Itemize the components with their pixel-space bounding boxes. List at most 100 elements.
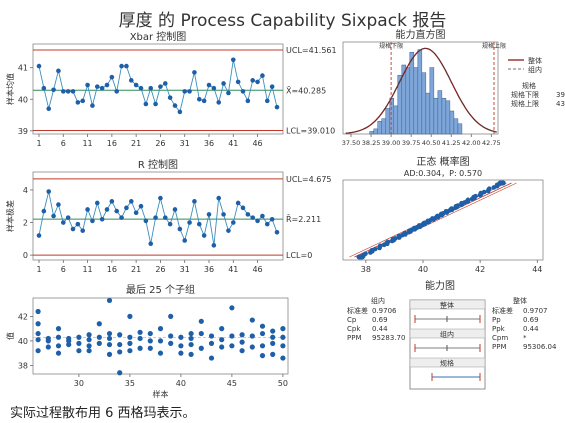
rchart-point [75,221,81,227]
rchart-xtick-label: 21 [131,265,141,274]
lastsub-point [280,355,286,361]
prob-title: 正态 概率图 [416,155,469,168]
caplot-overall-value: 0.9707 [523,307,548,315]
caplot-overall-value: * [523,334,527,342]
xbar-point [133,82,139,88]
xbar-point [75,100,81,105]
rchart-point [182,238,188,243]
hist-bar [453,118,459,135]
hist-bar [437,90,443,135]
lastsub-point [137,345,143,351]
caplot-within-value: 0.44 [372,325,388,333]
xbar-xtick-label: 26 [155,139,165,148]
prob-point [465,197,471,203]
xbar-point [143,101,149,107]
xbar-xtick-label: 16 [107,139,117,148]
xbar-point [187,89,192,94]
lastsub-point [147,338,153,344]
lastsub-frame [32,297,289,375]
lastsub-point [280,334,286,340]
xbar-point [90,103,95,108]
xbar-xtick-label: 11 [82,139,92,148]
xbar-point [211,85,217,91]
lastsub-point [66,341,72,348]
rchart-xtick-label: 1 [36,265,41,274]
lastsub-xtick-label: 30 [74,379,84,388]
lastsub-point [35,308,41,315]
report-title: 厚度 的 Process Capability Sixpack 报告 [118,11,447,31]
caplot-row-header [409,357,486,368]
lastsub-point [55,350,62,356]
lastsub-title: 最后 25 个子组 [126,283,195,296]
xbar-point [46,106,52,112]
lastsub-point [96,321,102,327]
xbar-point [230,57,236,63]
hist-bar [369,131,374,135]
rchart-point [245,212,251,217]
legend-lsl-value: 39 [556,91,565,99]
xbar-ylabel: 样本均值 [5,73,15,105]
lastsub-point [229,343,235,349]
lastsub-ytick-label: 42 [18,312,28,321]
hist-bar [409,51,415,135]
prob-xtick-label: 44 [532,265,542,274]
rchart-title: R 控制图 [138,158,178,171]
xbar-point [51,87,56,93]
prob-point [473,193,478,199]
rchart-point [51,213,56,219]
hist-bar [421,72,427,135]
prob-point [416,223,422,228]
lastsub-point [168,340,174,346]
caplot-overall-label: Cpm [492,334,508,342]
rchart-point [196,221,202,227]
prob-point [385,239,391,245]
rchart-point [221,212,226,217]
lastsub-point [35,348,41,354]
caplot-row-label: 规格 [440,359,454,368]
rchart-point [70,226,76,232]
lastsub-point [76,334,82,340]
rchart-point [128,199,134,204]
xbar-point [260,73,265,78]
rchart-point [65,215,71,220]
xbar-point [226,90,231,96]
xbar-point [158,84,163,89]
lastsub-point [270,328,276,334]
caplot-overall-label: 标准差 [492,306,513,315]
prob-point [402,230,408,236]
xbar-point [201,98,207,104]
prob-point [363,251,368,257]
xbar-title: Xbar 控制图 [130,30,187,43]
xbar-point [36,63,42,69]
rchart-point [250,215,256,220]
lastsub-point [259,330,266,337]
rchart-point [41,208,47,214]
lastsub-point [270,334,276,340]
prob-point [377,243,383,249]
xbar-ytick-label: 41 [18,64,28,73]
lastsub-point [219,337,225,343]
lastsub-point [280,343,286,349]
rchart-point [104,207,110,212]
hist-title: 能力直方图 [396,28,446,41]
lastsub-point [127,348,133,354]
lastsub-point [117,370,123,376]
report-footer: 实际过程散布用 6 西格玛表示。 [10,406,196,421]
xbar-point [65,89,71,94]
lastsub-point [198,345,204,351]
hist-usl-label: 规格上限 [482,42,506,50]
caplot-overall-value: 0.44 [523,325,539,333]
rchart-point [167,221,173,227]
prob-xtick-label: 38 [361,265,371,274]
rchart-xtick-label: 36 [204,265,214,274]
hist-xtick-label: 38.25 [362,139,381,147]
lastsub-point [239,339,245,345]
lastsub-point [117,341,123,348]
xbar-point [104,82,110,88]
rchart-point [264,221,270,227]
rchart-point [230,220,236,225]
rchart-point [56,202,61,207]
